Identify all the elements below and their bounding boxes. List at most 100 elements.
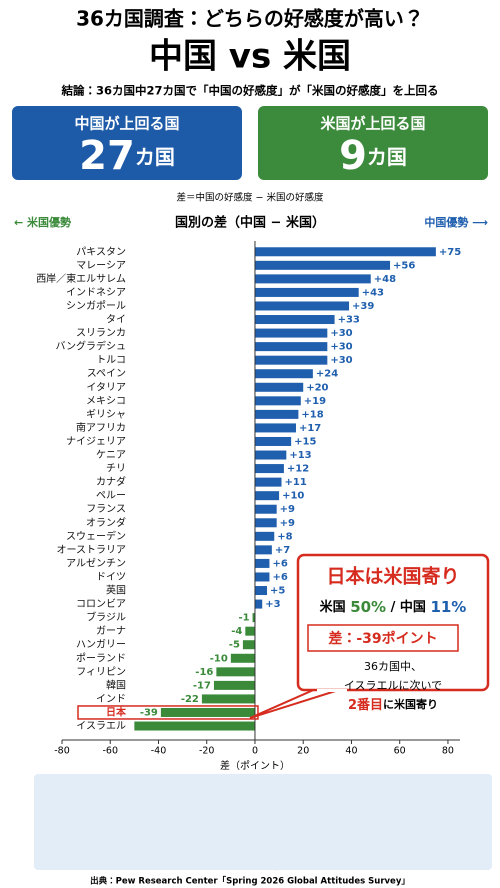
card-value: 27カ国: [79, 133, 175, 179]
value-label: +75: [439, 247, 461, 258]
value-label: -17: [193, 680, 211, 691]
value-label: +8: [277, 531, 292, 542]
bar: [254, 572, 270, 582]
value-label: +9: [280, 518, 295, 529]
category-label: カナダ: [96, 475, 126, 488]
category-label: コロンビア: [76, 598, 126, 610]
category-label: ケニア: [96, 449, 126, 461]
value-label: -16: [195, 667, 213, 678]
bar: [254, 342, 328, 352]
card-number: 9: [339, 133, 367, 179]
value-label: +30: [330, 342, 352, 353]
category-label: ハンガリー: [76, 639, 126, 651]
category-label: 日本: [106, 705, 127, 718]
value-label: -4: [231, 626, 242, 637]
card-label: 米国が上回る国: [320, 115, 425, 133]
x-tick-label: 40: [345, 746, 357, 757]
x-tick-label: -40: [151, 746, 167, 757]
bar: [254, 586, 268, 596]
value-label: +39: [352, 301, 374, 312]
card-unit: カ国: [135, 145, 175, 169]
bar: [254, 477, 282, 487]
category-label: インドネシア: [66, 286, 126, 298]
bar: [230, 653, 255, 663]
value-label: +43: [362, 287, 384, 298]
cn-value: 11%: [430, 598, 466, 616]
category-label: ブラジル: [86, 611, 126, 624]
conclusion: 結論：36カ国中27カ国で「中国の好感度」が「米国の好感度」を上回る: [60, 84, 438, 98]
us-label: 米国: [320, 599, 346, 615]
category-label: フィリピン: [76, 666, 126, 678]
bar: [254, 287, 359, 297]
category-label: 英国: [106, 584, 126, 597]
bar: [254, 409, 299, 419]
category-label: パキスタン: [76, 246, 126, 258]
bar: [216, 667, 255, 677]
x-tick-label: 80: [442, 746, 454, 757]
callout-compare: 米国 50% / 中国 11%: [320, 598, 467, 616]
left-label: ← 米国優勢: [14, 215, 71, 229]
category-label: フランス: [86, 503, 126, 515]
value-label: +24: [316, 369, 338, 380]
bar: [245, 626, 255, 636]
category-label: ポーランド: [76, 652, 126, 664]
value-label: +7: [275, 545, 290, 556]
value-label: -5: [229, 640, 240, 651]
value-label: +11: [285, 477, 307, 488]
bar: [134, 721, 255, 731]
bar: [254, 599, 263, 609]
subtitle: 中国 vs 米国: [149, 37, 351, 77]
category-label: 西岸／東エルサレム: [36, 272, 126, 285]
category-label: アルゼンチン: [66, 557, 126, 569]
value-label: -22: [181, 694, 199, 705]
callout-pointer: [249, 687, 346, 719]
category-label: スペイン: [87, 369, 126, 380]
bar: [254, 558, 270, 568]
category-label: トルコ: [96, 355, 126, 366]
bar: [254, 247, 436, 257]
value-label: +10: [282, 491, 304, 502]
x-tick-label: -60: [102, 746, 118, 757]
value-label: +13: [289, 450, 311, 461]
value-label: +19: [304, 396, 326, 407]
category-label: スリランカ: [76, 327, 126, 339]
x-tick-label: 60: [394, 746, 406, 757]
value-label: +15: [294, 436, 316, 447]
value-label: +56: [393, 260, 415, 271]
value-label: -1: [238, 613, 249, 624]
bar: [254, 382, 304, 392]
bar: [254, 545, 272, 555]
category-label: インド: [96, 694, 126, 705]
card: [12, 106, 242, 180]
category-label: 韓国: [106, 679, 126, 691]
highlight-box: [77, 705, 259, 720]
separator: / 中国: [391, 599, 426, 615]
card-value: 9カ国: [339, 133, 407, 179]
value-label: +30: [330, 328, 352, 339]
category-label: ドイツ: [96, 572, 126, 583]
category-label: バングラデシュ: [56, 340, 127, 353]
category-label: メキシコ: [86, 396, 126, 407]
bar: [254, 423, 296, 433]
bar: [254, 464, 284, 474]
value-label: -39: [140, 707, 158, 718]
callout-diff: 差：-39ポイント: [328, 630, 437, 647]
bar: [254, 504, 277, 514]
bar: [254, 315, 335, 325]
value-label: -10: [210, 653, 228, 664]
category-label: ガーナ: [96, 625, 126, 637]
bar: [254, 274, 371, 284]
category-label: ギリシャ: [86, 408, 126, 420]
bar: [242, 640, 255, 650]
category-label: オーストラリア: [57, 544, 127, 556]
bar: [254, 450, 287, 460]
bar: [254, 301, 350, 311]
category-label: シンガポール: [66, 300, 126, 312]
category-label: タイ: [106, 314, 126, 326]
card-unit: カ国: [367, 145, 407, 169]
callout-line: 36カ国中、: [364, 660, 422, 673]
value-label: +3: [265, 599, 280, 610]
bar: [254, 355, 328, 365]
bar: [160, 707, 255, 717]
category-label: ナイジェリア: [66, 435, 126, 447]
